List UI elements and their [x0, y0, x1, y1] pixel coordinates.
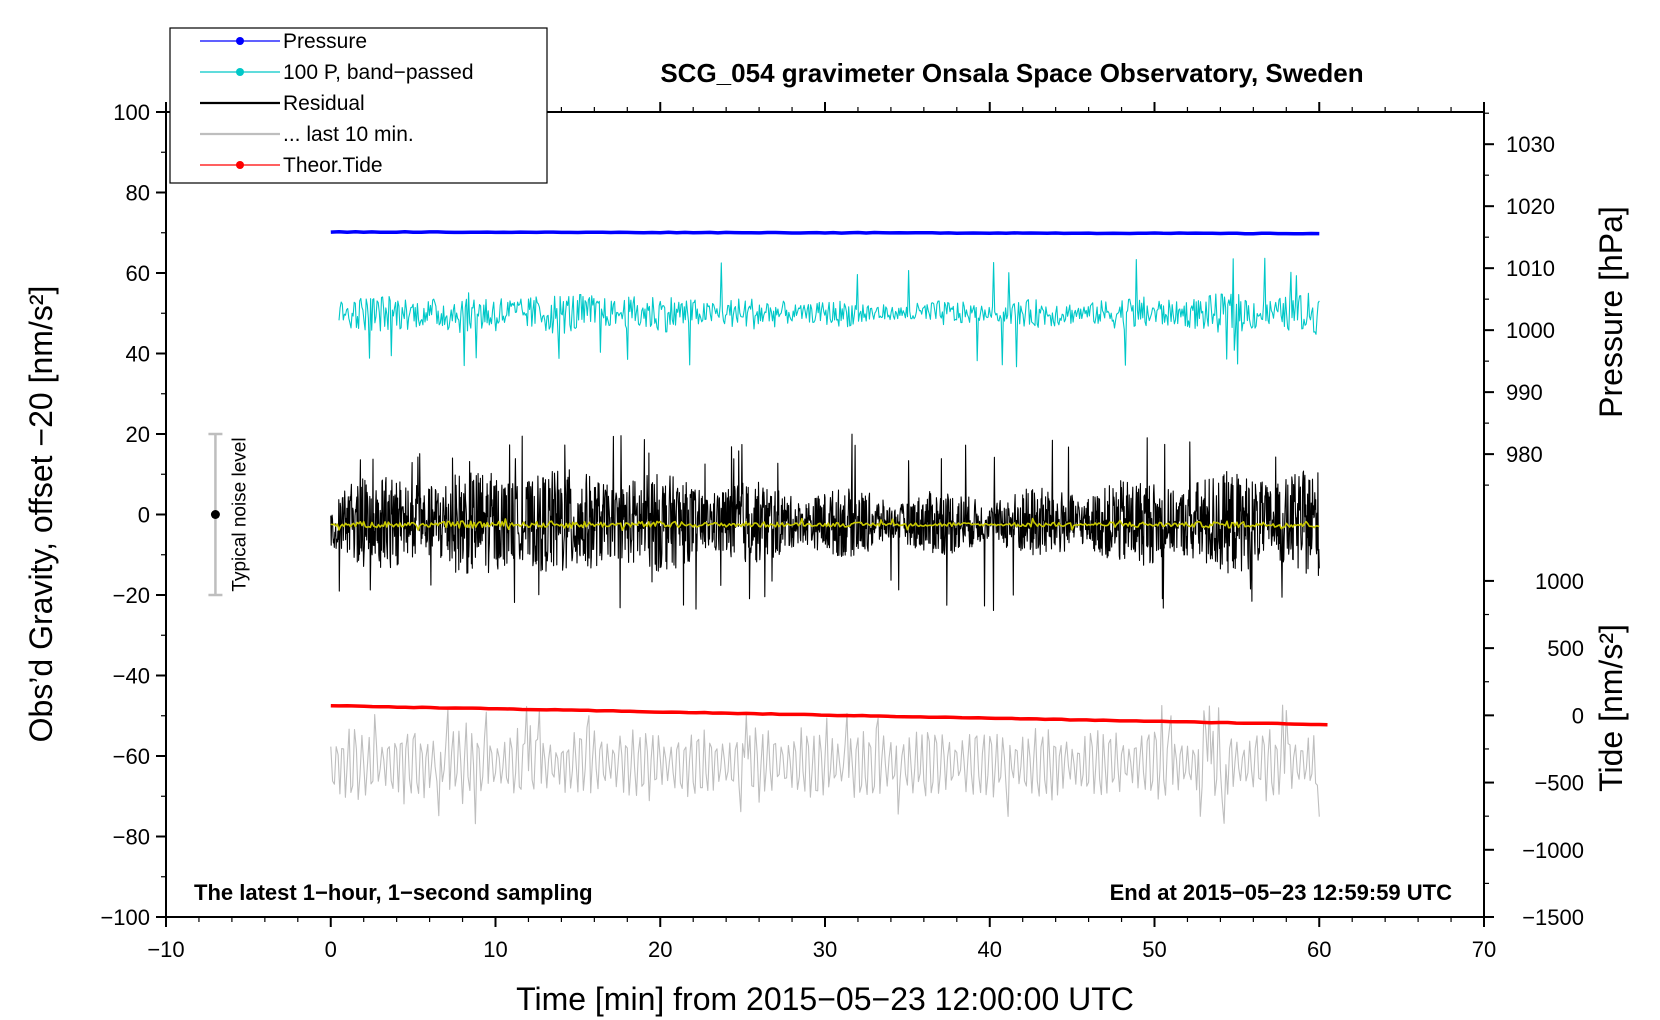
series-residual — [330, 433, 1320, 612]
tide-tick-label: 1000 — [1535, 569, 1584, 594]
legend-label-residual: Residual — [283, 92, 365, 115]
legend-label-100-p-band-passed: 100 P, band−passed — [283, 61, 474, 84]
tide-tick-label: 0 — [1572, 703, 1584, 728]
x-axis-label: Time [min] from 2015−05−23 12:00:00 UTC — [516, 981, 1134, 1017]
pressure-tick-label: 1000 — [1506, 318, 1555, 343]
legend-label-theor-tide: Theor.Tide — [283, 154, 383, 177]
series-residual-smoothed — [330, 517, 1320, 531]
series-theor-tide — [330, 703, 1328, 727]
chart-title: SCG_054 gravimeter Onsala Space Observat… — [660, 58, 1363, 88]
y-tick-label: −40 — [113, 664, 150, 689]
noise-indicator: Typical noise level — [208, 432, 250, 597]
end-time-note: End at 2015−05−23 12:59:59 UTC — [1110, 880, 1453, 905]
pressure-tick-label: 1020 — [1506, 194, 1555, 219]
legend-label-last-10-min: ... last 10 min. — [283, 123, 414, 146]
pressure-tick-label: 990 — [1506, 380, 1543, 405]
noise-level-label: Typical noise level — [229, 437, 250, 591]
y-tick-label: −100 — [100, 905, 150, 930]
pressure-tick-label: 980 — [1506, 442, 1543, 467]
pressure-tick-label: 1010 — [1506, 256, 1555, 281]
legend-marker-pressure — [236, 37, 244, 45]
y-tick-label: −20 — [113, 583, 150, 608]
legend-label-pressure: Pressure — [283, 30, 367, 53]
legend-marker-100-p-band-passed — [236, 68, 244, 76]
x-tick-label: 70 — [1472, 937, 1496, 962]
legend: Pressure 100 P, band−passed Residual ... la… — [169, 27, 548, 184]
pressure-tick-label: 1030 — [1506, 132, 1555, 157]
y-tick-label: −80 — [113, 825, 150, 850]
series-last-10-min — [330, 704, 1320, 825]
y-axis-label-left: Obs’d Gravity, offset −20 [nm/s²] — [23, 286, 59, 743]
y-axis-label-pressure: Pressure [hPa] — [1593, 206, 1629, 418]
x-tick-label: −10 — [147, 937, 184, 962]
x-tick-label: 40 — [978, 937, 1002, 962]
x-tick-label: 10 — [483, 937, 507, 962]
tide-tick-label: −1000 — [1522, 838, 1584, 863]
legend-marker-theor-tide — [236, 161, 244, 169]
series-layer — [330, 229, 1328, 825]
x-tick-label: 20 — [648, 937, 672, 962]
sampling-note: The latest 1−hour, 1−second sampling — [194, 880, 593, 905]
y-tick-label: 60 — [126, 261, 150, 286]
axis-ticks: −10 0 10 20 30 40 50 60 70−100−80−60−40−20020406… — [100, 100, 1584, 962]
series-pressure — [330, 229, 1320, 236]
x-tick-label: 50 — [1142, 937, 1166, 962]
x-tick-label: 0 — [325, 937, 337, 962]
y-tick-label: −60 — [113, 744, 150, 769]
x-tick-label: 60 — [1307, 937, 1331, 962]
y-axis-label-tide: Tide [nm/s²] — [1593, 624, 1629, 792]
y-tick-label: 0 — [138, 503, 150, 528]
y-tick-label: 40 — [126, 342, 150, 367]
x-tick-label: 30 — [813, 937, 837, 962]
y-tick-label: 80 — [126, 181, 150, 206]
tide-tick-label: −500 — [1534, 771, 1584, 796]
legend-box — [169, 27, 548, 184]
y-tick-label: 20 — [126, 422, 150, 447]
tide-tick-label: −1500 — [1522, 905, 1584, 930]
series-100-p-band-passed — [338, 257, 1320, 368]
noise-center-dot — [210, 510, 220, 519]
y-tick-label: 100 — [113, 100, 150, 125]
tide-tick-label: 500 — [1547, 636, 1584, 661]
